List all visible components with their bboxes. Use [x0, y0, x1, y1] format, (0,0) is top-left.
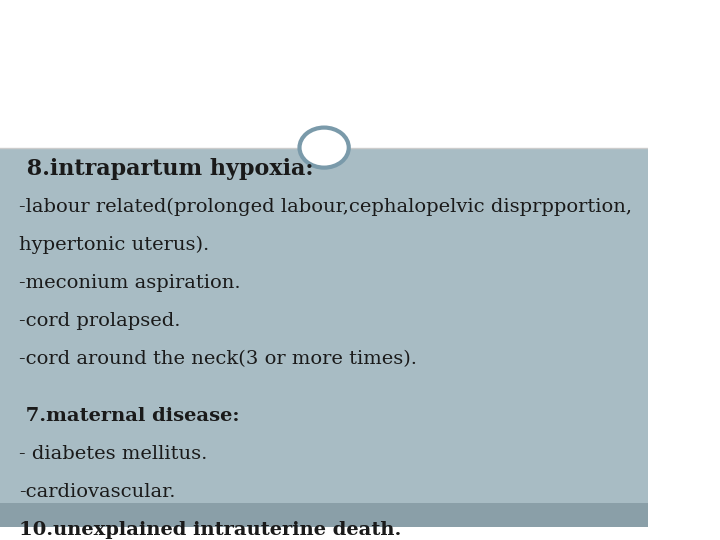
- Text: 10.unexplained intrauterine death.: 10.unexplained intrauterine death.: [19, 521, 402, 538]
- Text: - diabetes mellitus.: - diabetes mellitus.: [19, 445, 208, 463]
- FancyBboxPatch shape: [0, 0, 648, 147]
- Text: 8.intrapartum hypoxia:: 8.intrapartum hypoxia:: [19, 158, 314, 180]
- Text: -cord prolapsed.: -cord prolapsed.: [19, 312, 181, 330]
- Text: hypertonic uterus).: hypertonic uterus).: [19, 236, 210, 254]
- Text: -cardiovascular.: -cardiovascular.: [19, 483, 176, 501]
- Text: -cord around the neck(3 or more times).: -cord around the neck(3 or more times).: [19, 350, 418, 368]
- Text: 7.maternal disease:: 7.maternal disease:: [19, 407, 240, 425]
- Text: -labour related(prolonged labour,cephalopelvic disprpportion,: -labour related(prolonged labour,cephalo…: [19, 198, 632, 216]
- FancyBboxPatch shape: [0, 147, 648, 503]
- Text: -meconium aspiration.: -meconium aspiration.: [19, 274, 241, 292]
- Circle shape: [300, 127, 348, 167]
- FancyBboxPatch shape: [0, 503, 648, 527]
